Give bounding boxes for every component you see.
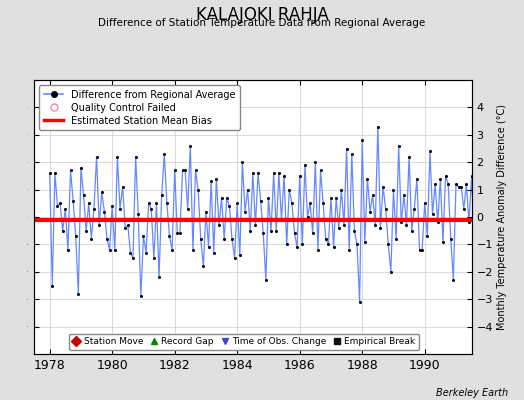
Text: Berkeley Earth: Berkeley Earth <box>436 388 508 398</box>
Legend: Station Move, Record Gap, Time of Obs. Change, Empirical Break: Station Move, Record Gap, Time of Obs. C… <box>69 334 419 350</box>
Y-axis label: Monthly Temperature Anomaly Difference (°C): Monthly Temperature Anomaly Difference (… <box>497 104 507 330</box>
Text: Difference of Station Temperature Data from Regional Average: Difference of Station Temperature Data f… <box>99 18 425 28</box>
Text: KALAJOKI RAHJA: KALAJOKI RAHJA <box>195 6 329 24</box>
